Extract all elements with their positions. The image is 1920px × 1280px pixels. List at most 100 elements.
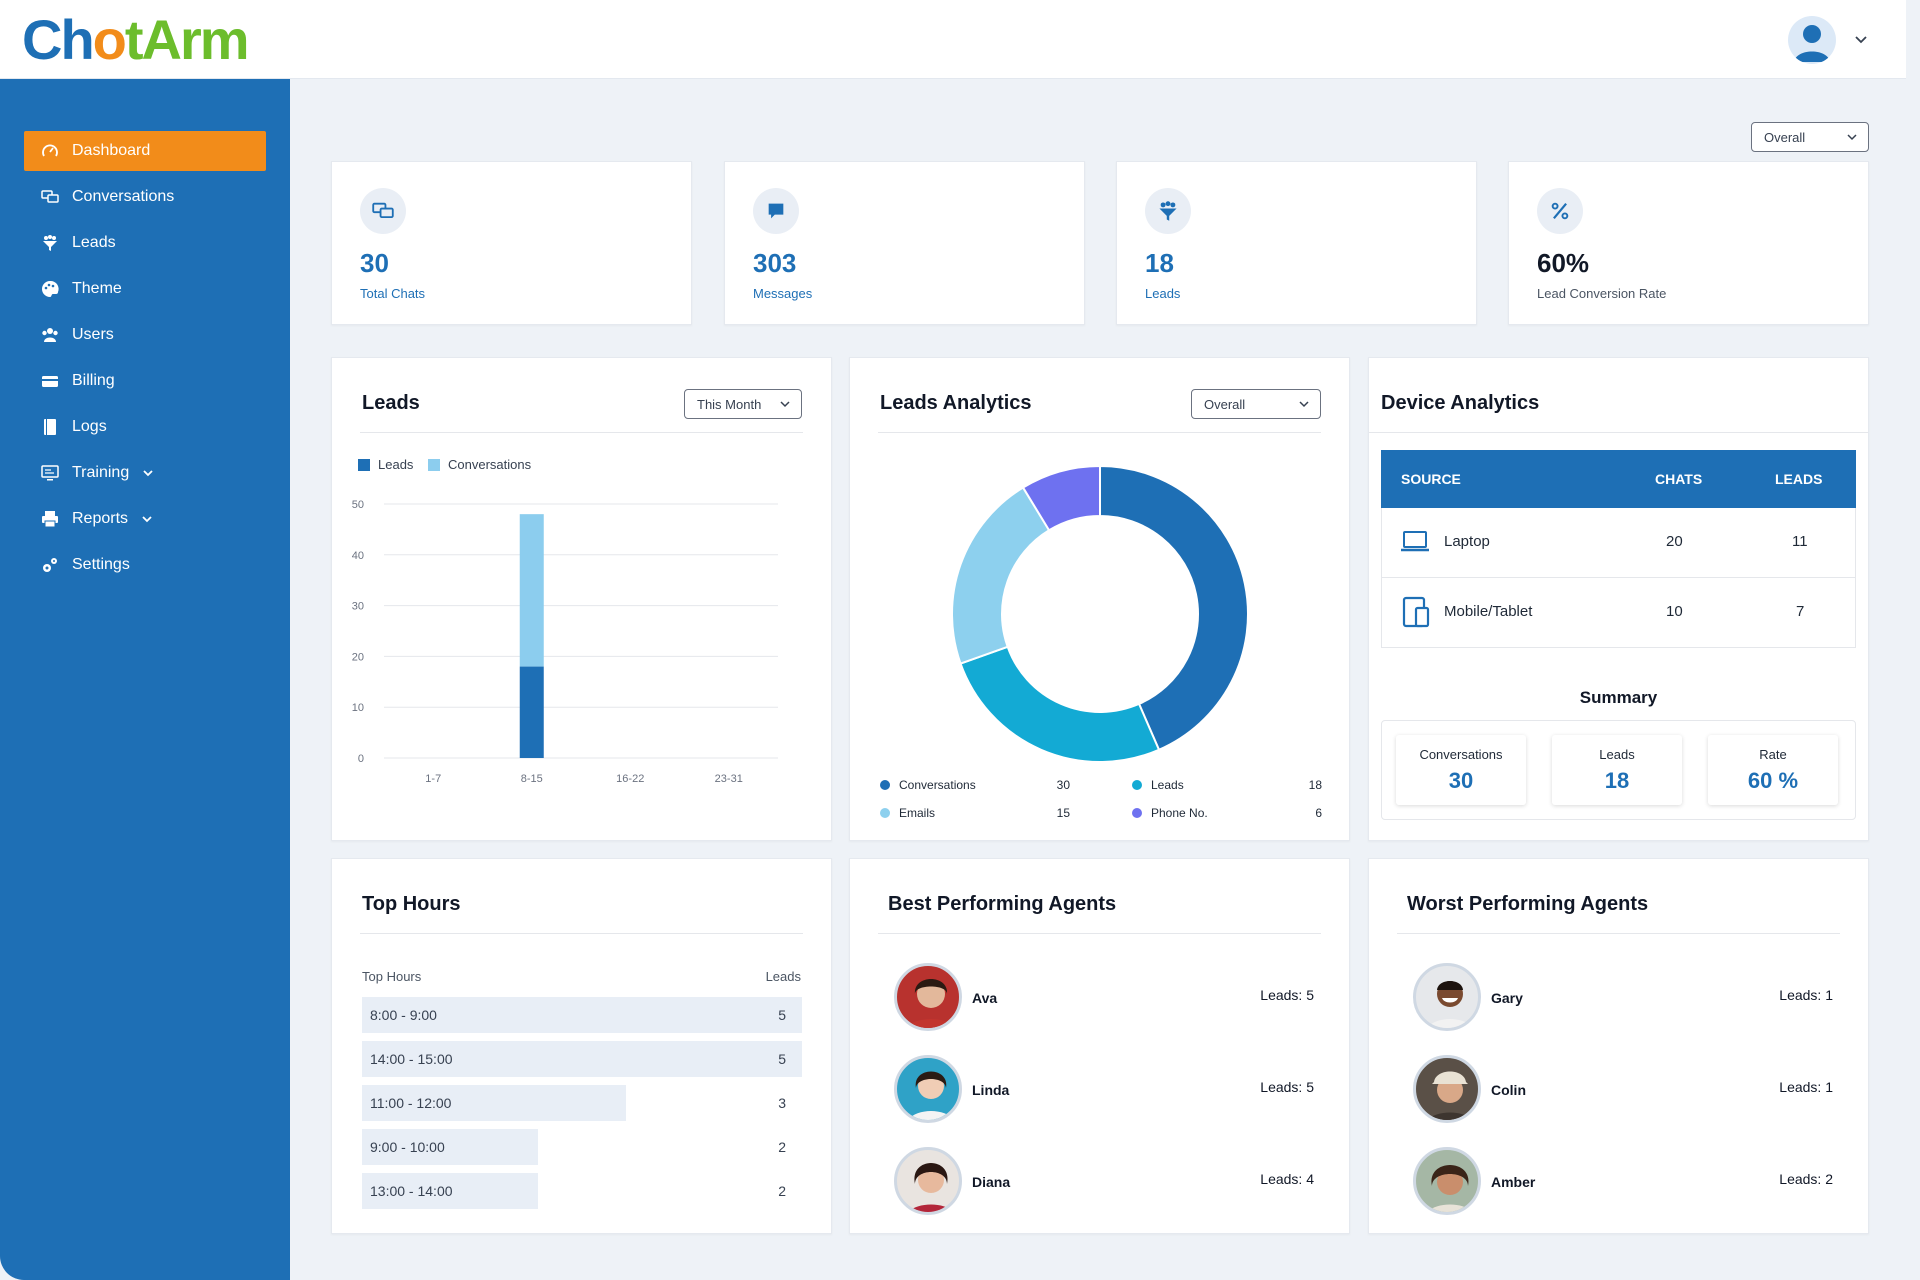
avatar: [1413, 1055, 1481, 1123]
chat-bubbles-icon: [40, 187, 60, 207]
sidebar-item-label: Training: [72, 464, 130, 481]
worst-agents-card: Worst Performing Agents Gary Leads: 1 Co…: [1368, 858, 1869, 1234]
list-item[interactable]: Gary Leads: 1: [1413, 963, 1833, 1033]
legend-item-conversations[interactable]: Conversations: [428, 457, 531, 472]
sidebar-item-reports[interactable]: Reports: [24, 499, 266, 539]
table-row[interactable]: 13:00 - 14:00 2: [362, 1173, 802, 1209]
list-item[interactable]: Amber Leads: 2: [1413, 1147, 1833, 1217]
divider: [360, 933, 803, 934]
divider: [878, 432, 1321, 433]
donut-slice-phone-no[interactable]: [1021, 464, 1101, 532]
agent-leads: Leads: 4: [1260, 1171, 1314, 1187]
chevron-down-icon: [143, 470, 153, 477]
column-header-source: SOURCE: [1401, 471, 1461, 487]
x-tick-label: 8-15: [521, 773, 543, 785]
stat-label: Lead Conversion Rate: [1537, 286, 1667, 301]
summary-card-rate: Rate 60 %: [1708, 735, 1838, 805]
sidebar-item-training[interactable]: Training: [24, 453, 266, 493]
summary-title: Summary: [1579, 688, 1658, 707]
sidebar-item-conversations[interactable]: Conversations: [24, 177, 266, 217]
device-source: Laptop: [1444, 533, 1490, 550]
divider: [1397, 933, 1840, 934]
legend-label: Leads: [378, 457, 414, 472]
top-hours-card: Top Hours Top Hours Leads 8:00 - 9:00 5 14…: [331, 858, 832, 1234]
table-row[interactable]: Mobile/Tablet 10 7: [1381, 578, 1856, 648]
bar-conversations[interactable]: [519, 514, 544, 667]
bar-leads[interactable]: [519, 666, 544, 758]
y-tick-label: 30: [352, 601, 364, 613]
agent-leads: Leads: 5: [1260, 987, 1314, 1003]
top-hours-bar: [362, 997, 802, 1033]
funnel-icon: [1145, 188, 1191, 234]
x-tick-label: 1-7: [425, 773, 441, 785]
avatar: [1413, 963, 1481, 1031]
sidebar-item-users[interactable]: Users: [24, 315, 266, 355]
overall-filter-select[interactable]: Overall: [1751, 122, 1869, 152]
table-row[interactable]: 11:00 - 12:00 3: [362, 1085, 802, 1121]
card-title: Worst Performing Agents: [1407, 893, 1649, 915]
y-tick-label: 50: [352, 499, 364, 511]
list-item[interactable]: Diana Leads: 4: [894, 1147, 1314, 1217]
avatar: [894, 963, 962, 1031]
list-item[interactable]: Linda Leads: 5: [894, 1055, 1314, 1125]
sidebar-item-logs[interactable]: Logs: [24, 407, 266, 447]
gears-icon: [40, 555, 60, 575]
summary-value: 30: [1448, 768, 1474, 793]
chevron-down-icon[interactable]: [1850, 28, 1872, 50]
list-item[interactable]: Colin Leads: 1: [1413, 1055, 1833, 1125]
device-table-header: SOURCE CHATS LEADS: [1381, 450, 1856, 508]
donut-legend-phone[interactable]: Phone No.: [1132, 806, 1208, 820]
sidebar-nav: Dashboard Conversations Leads Theme User…: [24, 131, 266, 591]
legend-label: Emails: [899, 806, 936, 820]
donut-slice-leads[interactable]: [959, 645, 1161, 763]
legend-label: Phone No.: [1151, 806, 1208, 820]
avatar: [894, 1147, 962, 1215]
divider: [878, 933, 1321, 934]
gauge-icon: [40, 141, 60, 161]
message-icon: [753, 188, 799, 234]
agent-name: Amber: [1491, 1174, 1536, 1190]
table-row[interactable]: 8:00 - 9:00 5: [362, 997, 802, 1033]
leads-range-select[interactable]: This Month: [684, 389, 802, 419]
sidebar-item-settings[interactable]: Settings: [24, 545, 266, 585]
printer-icon: [40, 509, 60, 529]
list-item[interactable]: Ava Leads: 5: [894, 963, 1314, 1033]
legend-dot: [880, 780, 890, 790]
sidebar-item-theme[interactable]: Theme: [24, 269, 266, 309]
table-row[interactable]: 14:00 - 15:00 5: [362, 1041, 802, 1077]
best-agents-card: Best Performing Agents Ava Leads: 5 Lind…: [849, 858, 1350, 1234]
donut-slice-emails[interactable]: [951, 486, 1051, 665]
y-tick-label: 10: [352, 702, 364, 714]
analytics-range-select[interactable]: Overall: [1191, 389, 1321, 419]
y-tick-label: 40: [352, 550, 364, 562]
sidebar-item-label: Theme: [72, 280, 122, 297]
card-title: Device Analytics: [1381, 392, 1540, 414]
divider: [360, 432, 803, 433]
top-hours-value: 5: [778, 1051, 786, 1067]
user-avatar[interactable]: [1788, 16, 1836, 64]
leads-chart-card: Leads This Month Leads Conversations 0 10…: [331, 357, 832, 841]
book-icon: [40, 417, 60, 437]
users-icon: [40, 325, 60, 345]
x-tick-label: 16-22: [616, 773, 644, 785]
table-row[interactable]: 9:00 - 10:00 2: [362, 1129, 802, 1165]
donut-legend-conversations[interactable]: Conversations: [880, 778, 976, 792]
app-logo[interactable]: ChotArm: [22, 12, 250, 68]
sidebar-item-dashboard[interactable]: Dashboard: [24, 131, 266, 171]
stat-label: Leads: [1145, 286, 1181, 301]
funnel-icon: [40, 233, 60, 253]
select-value: Overall: [1764, 129, 1806, 145]
table-row[interactable]: Laptop 20 11: [1381, 508, 1856, 578]
donut-legend-leads[interactable]: Leads: [1132, 778, 1184, 792]
sidebar-item-label: Logs: [72, 418, 107, 435]
legend-item-leads[interactable]: Leads: [358, 457, 413, 472]
donut-slice-conversations[interactable]: [1099, 464, 1249, 752]
chevron-down-icon: [1299, 401, 1309, 408]
sidebar-item-billing[interactable]: Billing: [24, 361, 266, 401]
donut-legend-emails[interactable]: Emails: [880, 806, 935, 820]
sidebar-item-leads[interactable]: Leads: [24, 223, 266, 263]
column-header-hours: Top Hours: [362, 969, 422, 984]
percent-icon: [1537, 188, 1583, 234]
stat-value: 30: [360, 248, 389, 278]
stat-value: 303: [753, 248, 797, 278]
